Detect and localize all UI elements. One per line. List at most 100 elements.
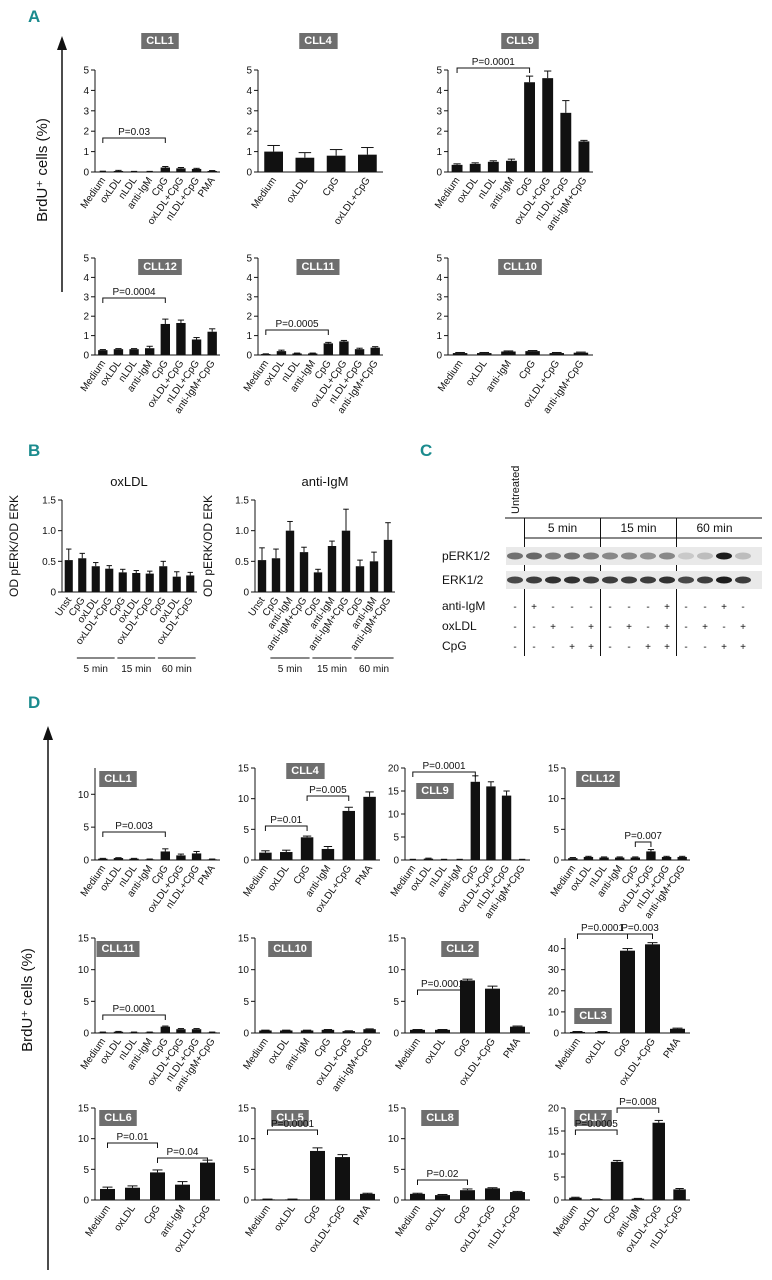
- treatment-sign: -: [551, 642, 554, 653]
- p-value: P=0.03: [118, 127, 150, 138]
- bar: [207, 1032, 217, 1033]
- chart-title: CLL8: [426, 1112, 454, 1124]
- chart-title: anti-IgM: [302, 474, 349, 489]
- chart-title: CLL12: [581, 773, 615, 785]
- y-axis-label: OD pERK/OD ERK: [201, 495, 215, 597]
- x-tick-label: oxLDL: [285, 175, 311, 205]
- treatment-sign: -: [513, 642, 516, 653]
- y-tick-label: 3: [436, 106, 442, 117]
- y-tick-label: 4: [246, 273, 252, 284]
- treatment-sign: -: [722, 622, 725, 633]
- bar: [615, 857, 625, 860]
- x-tick-label: CpG: [612, 1036, 633, 1059]
- y-tick-label: 5: [243, 997, 249, 1008]
- bar: [285, 1199, 300, 1200]
- bar: [501, 795, 512, 860]
- treatment-sign: +: [702, 622, 708, 633]
- bar: [354, 349, 365, 355]
- bar: [100, 1188, 115, 1200]
- time-label: 5 min: [548, 521, 577, 535]
- treatment-label: anti-IgM: [442, 599, 485, 613]
- bar: [435, 1029, 450, 1033]
- y-tick-label: 10: [238, 965, 250, 976]
- p-value: P=0.0001: [423, 761, 467, 772]
- bar: [673, 1189, 686, 1200]
- treatment-sign: +: [664, 602, 670, 613]
- chart-title: CLL4: [291, 765, 319, 777]
- blot-band: [507, 552, 523, 560]
- blot-band: [697, 552, 713, 560]
- y-tick-label: 0: [246, 351, 252, 362]
- p-bracket: [102, 137, 166, 143]
- bar: [260, 1199, 275, 1200]
- bar: [501, 351, 516, 355]
- panel-letter: D: [28, 693, 40, 712]
- x-tick-label: CpG: [142, 1203, 163, 1226]
- y-tick-label: 0.5: [235, 557, 249, 568]
- x-tick-label: Medium: [394, 1036, 423, 1071]
- blot-band: [602, 552, 618, 560]
- y-tick-label: 30: [548, 965, 560, 976]
- title-box: [99, 771, 137, 787]
- bar: [363, 796, 376, 860]
- p-bracket: [157, 1157, 208, 1163]
- p-bracket: [574, 1129, 618, 1135]
- treatment-sign: -: [684, 642, 687, 653]
- blot-band: [678, 552, 694, 560]
- chart-title: CLL12: [143, 261, 177, 273]
- bar: [98, 1032, 108, 1033]
- bar: [259, 852, 272, 860]
- bar: [469, 163, 481, 172]
- blot-band: [735, 552, 751, 560]
- title-box: [138, 259, 182, 275]
- bar: [645, 944, 660, 1033]
- bar: [150, 1172, 165, 1200]
- y-tick-label: 0: [243, 588, 249, 599]
- p-value: P=0.0004: [113, 287, 157, 298]
- bar: [670, 1028, 685, 1033]
- y-tick-label: 20: [548, 986, 560, 997]
- p-value: P=0.003: [115, 821, 153, 832]
- blot-band: [583, 576, 599, 584]
- blot-band: [564, 576, 580, 584]
- bar: [610, 1161, 624, 1200]
- y-tick-label: 1: [246, 147, 252, 158]
- x-tick-label: PMA: [196, 863, 218, 887]
- panel-letter: B: [28, 441, 40, 460]
- x-tick-label: Medium: [250, 175, 279, 210]
- bar: [573, 352, 589, 355]
- bar: [578, 141, 590, 172]
- bar: [485, 1188, 500, 1200]
- y-tick-label: 10: [548, 1150, 560, 1161]
- y-tick-label: 0: [553, 1029, 559, 1040]
- chart-title: CLL2: [446, 943, 474, 955]
- y-tick-label: 5: [393, 1165, 399, 1176]
- y-tick-label: 0: [393, 1029, 399, 1040]
- bar: [300, 1030, 314, 1033]
- y-axis-label: BrdU⁺ cells (%): [34, 118, 51, 222]
- title-box: [141, 33, 179, 49]
- p-value: P=0.0001: [581, 923, 625, 934]
- panel-letter: A: [28, 7, 40, 26]
- bar: [525, 351, 540, 355]
- bar: [175, 1184, 190, 1200]
- group-label: 5 min: [84, 664, 108, 675]
- bar: [595, 1031, 610, 1033]
- bar: [486, 786, 496, 860]
- x-tick-label: Medium: [241, 1036, 270, 1071]
- y-tick-label: 5: [393, 833, 399, 844]
- blot-band: [716, 552, 732, 560]
- treatment-sign: +: [664, 622, 670, 633]
- bar: [191, 339, 202, 355]
- y-tick-label: 15: [388, 1104, 400, 1115]
- chart-title: CLL10: [503, 261, 537, 273]
- bar: [321, 848, 335, 860]
- y-tick-label: 0: [83, 351, 89, 362]
- chart-title: oxLDL: [110, 474, 148, 489]
- y-tick-label: 15: [388, 787, 400, 798]
- bar: [460, 980, 475, 1033]
- bar: [510, 1026, 525, 1033]
- treatment-sign: -: [608, 622, 611, 633]
- bar: [327, 546, 337, 592]
- treatment-sign: -: [608, 602, 611, 613]
